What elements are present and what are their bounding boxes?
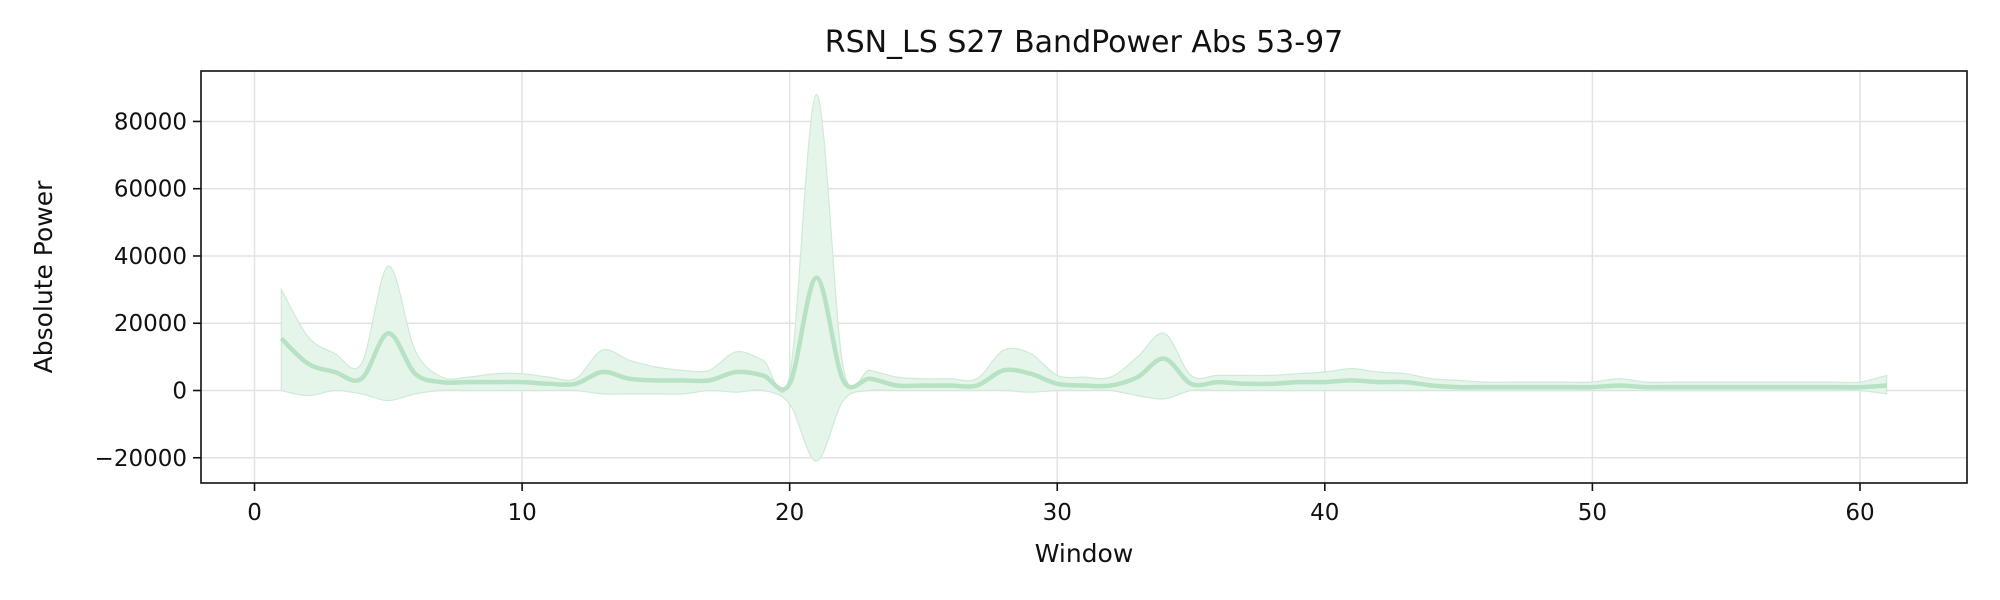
x-tick-label: 10 bbox=[507, 500, 536, 526]
x-axis-label: Window bbox=[1035, 539, 1134, 568]
x-tick-label: 20 bbox=[775, 500, 804, 526]
std-band bbox=[280, 93, 1888, 462]
chart-title: RSN_LS S27 BandPower Abs 53-97 bbox=[825, 25, 1344, 60]
x-tick-label: 30 bbox=[1043, 500, 1072, 526]
y-tick-label: 0 bbox=[172, 379, 187, 405]
grid bbox=[201, 71, 1967, 483]
y-tick-label: −20000 bbox=[95, 446, 187, 472]
x-tick-label: 0 bbox=[247, 500, 262, 526]
series-line bbox=[279, 275, 1887, 392]
y-tick-label: 40000 bbox=[114, 244, 187, 270]
x-axis: 0 10 20 30 40 50 60 bbox=[247, 483, 1875, 526]
y-tick-label: 60000 bbox=[114, 177, 187, 203]
plot-area bbox=[279, 93, 1888, 462]
x-tick-label: 50 bbox=[1578, 500, 1607, 526]
x-tick-label: 40 bbox=[1310, 500, 1339, 526]
y-tick-label: 20000 bbox=[114, 311, 187, 337]
y-tick-label: 80000 bbox=[114, 109, 187, 135]
y-axis-label: Absolute Power bbox=[29, 180, 58, 374]
y-axis: −20000 0 20000 40000 60000 80000 bbox=[95, 109, 201, 472]
axes-frame bbox=[200, 70, 1968, 484]
x-tick-label: 60 bbox=[1845, 500, 1874, 526]
